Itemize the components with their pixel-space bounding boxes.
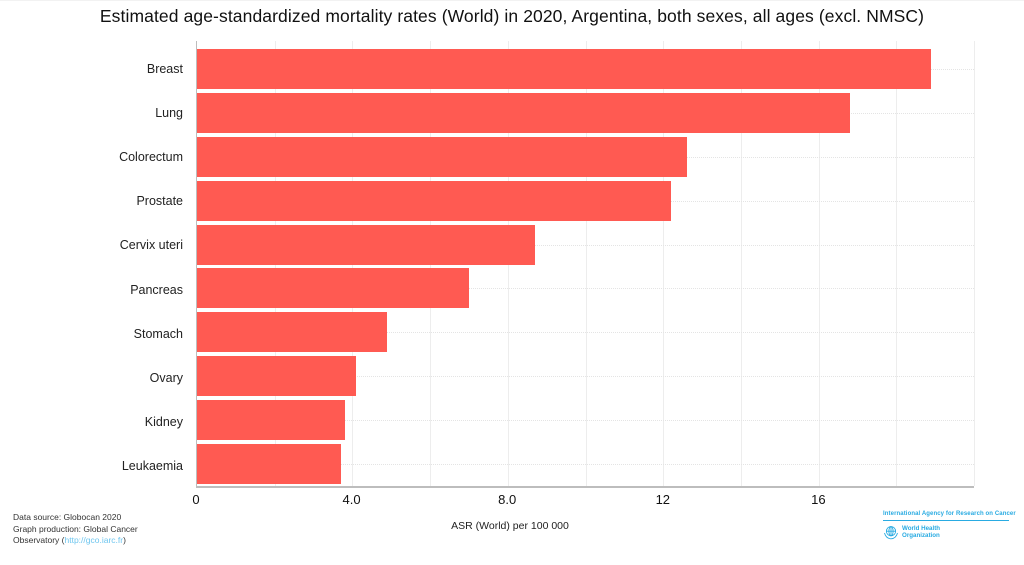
who-emblem-icon [884, 525, 898, 539]
x-tick-label: 4.0 [342, 492, 361, 507]
category-label: Cervix uteri [119, 238, 183, 253]
category-label: Prostate [136, 194, 183, 209]
who-logo-line: World Health [902, 524, 941, 532]
bar-row [197, 354, 974, 398]
iarc-logo-text: International Agency for Research on Can… [883, 511, 1016, 521]
who-logo-line: Organization [902, 531, 940, 539]
category-label: Lung [155, 106, 183, 121]
bar-prostate[interactable] [197, 180, 671, 221]
category-gridline [197, 244, 974, 246]
vertical-gridline [585, 41, 587, 486]
category-label: Leukaemia [121, 458, 183, 473]
bar-row [197, 267, 974, 311]
credit-text: Observatory ( [13, 535, 65, 545]
who-logo-row: World Health Organization [883, 524, 1009, 540]
credit-text: ) [123, 535, 126, 545]
category-axis: Breast Lung Colorectum Prostate Cervix uteri… [0, 41, 189, 488]
bar-cervix-uteri[interactable] [197, 224, 535, 265]
vertical-gridline [740, 41, 742, 486]
bar-row [197, 135, 974, 179]
plot-area [196, 41, 975, 488]
x-tick-label: 0 [192, 492, 200, 507]
bar-ovary[interactable] [197, 356, 357, 397]
x-tick-label: 8.0 [498, 492, 517, 507]
category-gridline [197, 420, 974, 422]
chart-title: Estimated age-standardized mortality rat… [99, 6, 925, 26]
bar-breast[interactable] [197, 48, 932, 89]
vertical-gridline [663, 41, 665, 486]
gco-link[interactable]: http://gco.iarc.fr [64, 535, 124, 545]
who-logo-text: World Health Organization [902, 525, 940, 539]
credit-line-production: Graph production: Global Cancer [13, 523, 138, 534]
category-label: Colorectum [119, 150, 183, 165]
bar-rows [197, 41, 974, 486]
x-axis-title: ASR (World) per 100 000 [451, 520, 569, 532]
category-gridline [197, 332, 974, 334]
vertical-gridline [818, 41, 820, 486]
category-label: Breast [146, 62, 183, 77]
category-gridline [197, 376, 974, 378]
vertical-gridline [896, 41, 898, 486]
credit-line-observatory: Observatory (http://gco.iarc.fr) [13, 535, 138, 547]
credits-block: Data source: Globocan 2020 Graph product… [13, 512, 138, 547]
bar-row [197, 91, 974, 135]
category-label: Pancreas [130, 282, 183, 297]
bar-row [197, 223, 974, 267]
bar-row [197, 442, 974, 486]
category-label: Ovary [149, 370, 183, 385]
bar-lung[interactable] [197, 92, 850, 133]
iarc-who-logo: International Agency for Research on Can… [883, 511, 1016, 540]
vertical-gridline [974, 41, 975, 486]
bar-stomach[interactable] [197, 312, 388, 353]
bar-row [197, 47, 974, 91]
bar-row [197, 310, 974, 354]
category-label: Stomach [133, 326, 183, 341]
bar-row [197, 398, 974, 442]
category-label: Kidney [144, 414, 183, 429]
bar-colorectum[interactable] [197, 136, 687, 177]
x-tick-label: 12 [655, 492, 671, 507]
credit-line-datasource: Data source: Globocan 2020 [13, 512, 122, 522]
category-gridline [197, 464, 974, 466]
bar-pancreas[interactable] [197, 268, 469, 309]
x-tick-label: 16 [811, 492, 826, 507]
x-axis-ticks: 0 4.0 8.0 12 16 [192, 492, 974, 508]
bar-row [197, 179, 974, 223]
bar-leukaemia[interactable] [197, 444, 341, 485]
bar-kidney[interactable] [197, 400, 345, 441]
category-gridline [197, 288, 974, 290]
